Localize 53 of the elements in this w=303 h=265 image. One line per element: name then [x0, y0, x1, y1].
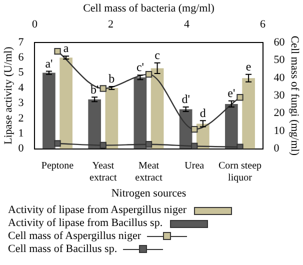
- data-label: b: [108, 72, 115, 86]
- legend-label: Activity of lipase from Bacillus sp.: [8, 217, 163, 230]
- y2-tick-label: 40: [274, 72, 286, 84]
- data-label: d: [200, 106, 206, 120]
- y-tick-label: 5: [18, 66, 24, 79]
- x2-axis-title: Cell mass of bacteria (mg/ml): [83, 2, 215, 14]
- y-tick-label: 4: [18, 82, 24, 94]
- data-label: e: [246, 59, 252, 74]
- y2-tick-label: 0: [274, 142, 280, 155]
- point: [145, 141, 152, 148]
- point: [100, 142, 106, 149]
- bar: [60, 58, 72, 149]
- data-label: a': [45, 56, 53, 70]
- y2-tick-label: 30: [274, 89, 286, 102]
- y-tick-label: 2: [18, 112, 24, 124]
- data-label: d': [182, 92, 190, 106]
- point: [236, 144, 244, 149]
- point: [54, 48, 61, 55]
- point: [236, 94, 244, 101]
- point: [191, 126, 198, 133]
- legend-label: Activity of lipase from Aspergillus niger: [8, 204, 187, 217]
- y-tick-label: 1: [18, 127, 24, 140]
- data-label: c: [154, 48, 160, 62]
- y-tick-label: 7: [18, 36, 24, 48]
- x-tick-label: Corn steep liquor: [218, 160, 262, 184]
- y2-tick-label: 20: [274, 107, 286, 120]
- point: [100, 85, 106, 92]
- x-tick-label: Peptone: [41, 160, 74, 172]
- x2-tick-label: 0: [32, 18, 38, 31]
- data-label: a: [63, 41, 70, 56]
- y2-tick-label: 50: [274, 54, 286, 66]
- legend-label: Cell mass of Bacillus sp.: [8, 243, 118, 256]
- x-tick-label: Meat extract: [135, 160, 163, 184]
- y2-tick-label: 10: [274, 124, 286, 137]
- point: [145, 70, 152, 78]
- y-axis-title: Lipase activity (U/ml): [2, 46, 14, 144]
- y2-tick-label: 60: [274, 36, 286, 48]
- point: [191, 142, 198, 149]
- x2-tick-label: 4: [184, 18, 190, 31]
- data-label: c': [136, 60, 144, 74]
- x-tick-label: Urea: [184, 160, 205, 172]
- y2-axis-title: Cell mass of fungi (mg/ml): [288, 36, 301, 156]
- data-label: b': [90, 82, 99, 96]
- y-tick-label: 6: [18, 51, 24, 64]
- y-tick-label: 0: [18, 142, 24, 155]
- x2-tick-label: 6: [260, 18, 266, 31]
- x-tick-label: Yeast extract: [90, 160, 117, 184]
- x2-tick-label: 2: [108, 18, 114, 31]
- x-axis-title: Nitrogen sources: [111, 187, 186, 200]
- y-tick-label: 3: [18, 97, 24, 110]
- data-label: e': [228, 86, 236, 100]
- legend-label: Cell mass of Aspergillus niger: [8, 230, 142, 243]
- point: [54, 140, 61, 147]
